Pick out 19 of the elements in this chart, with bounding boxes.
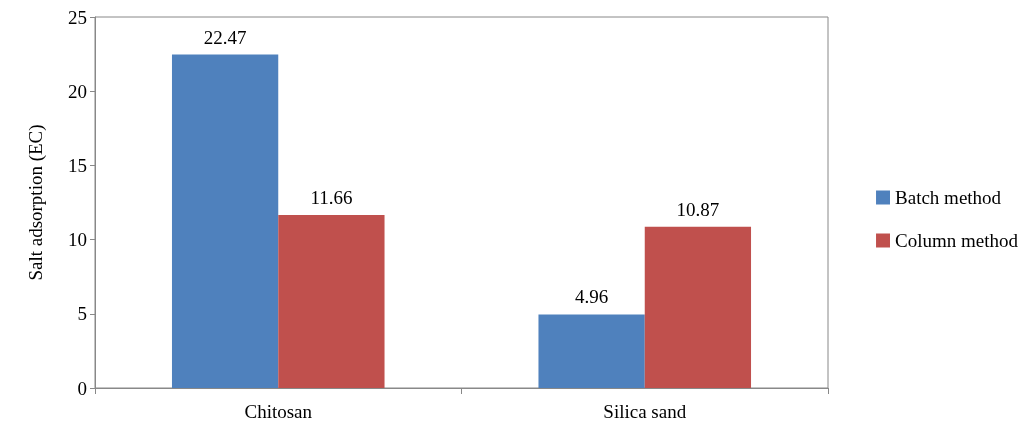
y-tick-label: 10	[68, 229, 87, 251]
bar	[538, 314, 645, 388]
y-tick-label: 0	[77, 377, 87, 399]
y-axis-title: Salt adsorption (EC)	[25, 124, 47, 281]
bar	[644, 226, 752, 388]
data-label: 22.47	[203, 26, 247, 48]
y-tick-label: 20	[68, 80, 87, 102]
x-tick-label: Silica sand	[603, 401, 687, 422]
data-label: 11.66	[310, 186, 353, 208]
y-tick-label: 5	[77, 303, 87, 325]
y-tick-label: 15	[68, 154, 87, 176]
bar	[278, 214, 385, 388]
x-tick-label: Chitosan	[244, 401, 313, 422]
data-label: 4.96	[574, 286, 609, 308]
data-label: 10.87	[676, 198, 720, 220]
bar	[171, 54, 279, 388]
legend-label: Batch method	[895, 187, 1002, 208]
legend-label: Column method	[895, 230, 1019, 251]
y-tick-label: 25	[68, 6, 87, 28]
